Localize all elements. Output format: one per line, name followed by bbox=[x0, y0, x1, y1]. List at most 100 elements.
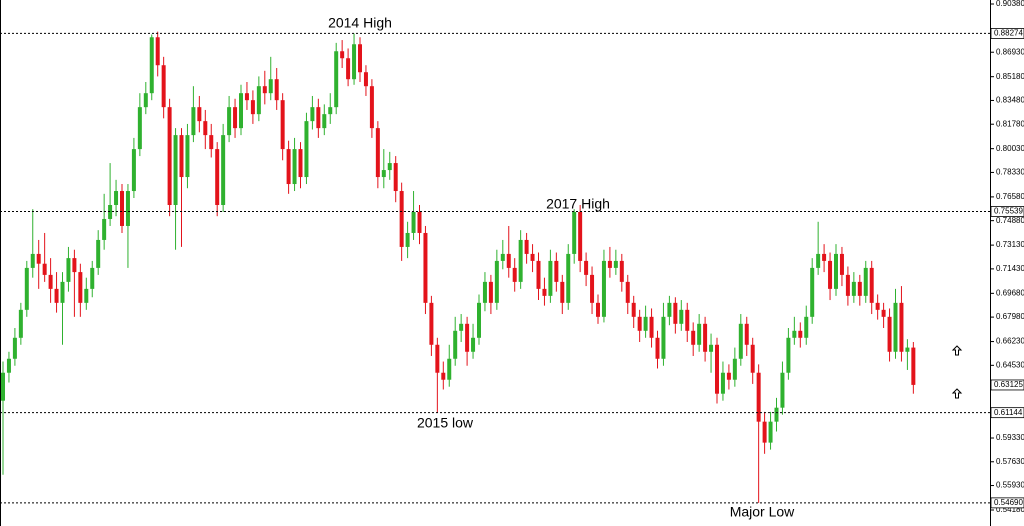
candle-body bbox=[828, 260, 833, 289]
candle-body bbox=[482, 281, 487, 303]
candle-body bbox=[316, 107, 321, 129]
y-tick-label: 0.54180 bbox=[996, 505, 1024, 514]
candle-body bbox=[399, 191, 404, 247]
candle-body bbox=[613, 260, 618, 268]
candle-body bbox=[804, 316, 809, 338]
candle-body bbox=[114, 191, 119, 206]
candle-body bbox=[102, 218, 107, 240]
candle-body bbox=[292, 149, 297, 185]
candle-body bbox=[875, 302, 880, 310]
candle-body bbox=[1, 372, 5, 401]
candle-body bbox=[18, 309, 23, 338]
candle-body bbox=[738, 323, 743, 359]
candle-body bbox=[477, 302, 481, 338]
y-tick-label: 0.57630 bbox=[996, 457, 1024, 466]
candle-body bbox=[471, 337, 476, 352]
last-price-label: 0.63125 bbox=[994, 380, 1023, 389]
candle-body bbox=[845, 274, 850, 296]
candle-body bbox=[262, 86, 267, 94]
candle-body bbox=[572, 211, 577, 254]
candle-body bbox=[816, 253, 821, 268]
candle-body bbox=[66, 258, 71, 282]
candle-body bbox=[578, 211, 583, 261]
candle-body bbox=[899, 302, 904, 352]
candle-body bbox=[417, 211, 422, 233]
candle-body bbox=[286, 149, 291, 185]
candle-body bbox=[90, 267, 95, 289]
candle-body bbox=[834, 253, 838, 289]
candle-body bbox=[334, 51, 339, 108]
candle-body bbox=[524, 239, 529, 254]
candle-body bbox=[709, 344, 714, 352]
candle-body bbox=[280, 100, 285, 150]
candle-body bbox=[542, 288, 547, 296]
candle-body bbox=[131, 149, 136, 192]
y-tick-label: 0.83480 bbox=[996, 96, 1024, 105]
candle-body bbox=[822, 253, 827, 261]
candle-body bbox=[203, 121, 208, 136]
candle-body bbox=[24, 267, 29, 310]
candle-body bbox=[667, 302, 672, 317]
candle-body bbox=[137, 107, 142, 150]
candle-body bbox=[441, 372, 446, 380]
y-tick-label: 0.64530 bbox=[996, 360, 1024, 369]
candle-body bbox=[905, 347, 910, 352]
candle-body bbox=[363, 72, 368, 87]
candle-body bbox=[607, 260, 612, 268]
plot-area bbox=[1, 31, 916, 503]
y-tick-label: 0.78330 bbox=[996, 168, 1024, 177]
candle-body bbox=[173, 135, 178, 206]
candle-body bbox=[911, 347, 916, 385]
candle-body bbox=[465, 323, 470, 352]
candle-body bbox=[84, 288, 89, 303]
candle-body bbox=[381, 170, 386, 178]
candle-body bbox=[209, 135, 214, 150]
candle-body bbox=[798, 330, 803, 338]
candle-body bbox=[125, 191, 130, 226]
candle-body bbox=[619, 260, 624, 282]
candle-body bbox=[233, 107, 238, 129]
level-label: 0.75539 bbox=[994, 207, 1023, 216]
candle-body bbox=[750, 344, 755, 373]
candle-body bbox=[530, 253, 535, 261]
candle-body bbox=[155, 37, 160, 66]
y-tick-label: 0.73130 bbox=[996, 240, 1024, 249]
candle-body bbox=[411, 211, 416, 233]
candle-body bbox=[60, 281, 65, 303]
candle-body bbox=[161, 65, 166, 108]
candle-body bbox=[447, 358, 452, 380]
y-tick-label: 0.55930 bbox=[996, 481, 1024, 490]
candle-body bbox=[393, 163, 398, 192]
candle-body bbox=[488, 281, 493, 303]
candle-body bbox=[655, 337, 660, 359]
candle-body bbox=[536, 260, 541, 289]
candle-body bbox=[274, 79, 279, 101]
candle-body bbox=[429, 302, 434, 345]
candle-body bbox=[340, 51, 345, 59]
candle-body bbox=[167, 107, 172, 206]
candle-body bbox=[215, 149, 220, 206]
candle-body bbox=[239, 93, 243, 129]
candle-body bbox=[726, 372, 731, 380]
candle-body bbox=[250, 100, 255, 115]
candle-body bbox=[346, 58, 351, 80]
candle-body bbox=[631, 302, 636, 317]
candle-body bbox=[6, 358, 11, 373]
annotation: 2014 High bbox=[328, 15, 392, 31]
candle-body bbox=[673, 302, 678, 324]
y-tick-label: 0.71430 bbox=[996, 264, 1024, 273]
candle-body bbox=[42, 263, 47, 275]
candle-body bbox=[48, 274, 53, 289]
candle-body bbox=[720, 372, 725, 394]
last-price-box bbox=[990, 379, 1024, 391]
candle-body bbox=[756, 372, 761, 422]
candle-body bbox=[358, 44, 362, 73]
level-label-box bbox=[990, 407, 1024, 419]
candle-body bbox=[500, 253, 505, 261]
candle-body bbox=[435, 344, 440, 373]
candle-body bbox=[197, 107, 202, 122]
y-tick-label: 0.67980 bbox=[996, 312, 1024, 321]
candle-body bbox=[405, 232, 410, 247]
y-tick-label: 0.85180 bbox=[996, 72, 1024, 81]
candle-body bbox=[596, 302, 600, 317]
